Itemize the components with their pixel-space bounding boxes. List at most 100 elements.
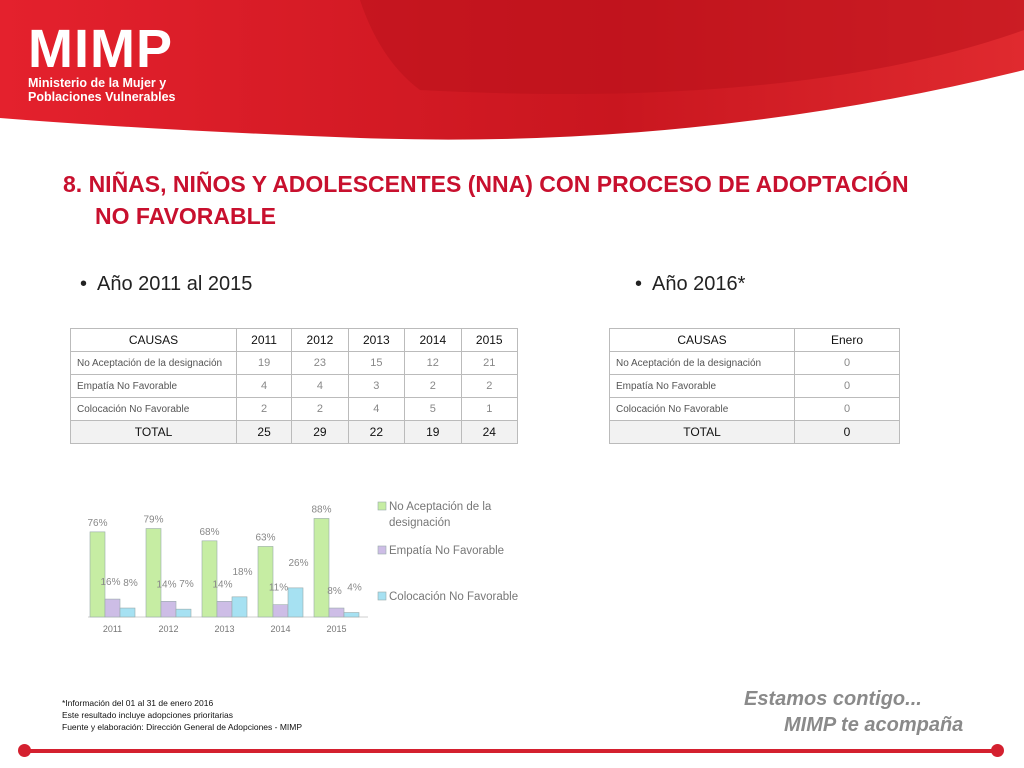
title-line1: 8. NIÑAS, NIÑOS Y ADOLESCENTES (NNA) CON… [63, 171, 909, 197]
data-label: 16% [100, 577, 120, 588]
table-row: Empatía No Favorable 0 [609, 374, 900, 398]
bullet-right-label: Año 2016* [652, 273, 746, 295]
total-cell: 0 [794, 420, 900, 444]
data-label: 68% [199, 527, 219, 538]
legend-swatch [377, 501, 387, 511]
header-cell: Enero [794, 328, 900, 352]
note-3: Fuente y elaboración: Dirección General … [62, 722, 303, 732]
value-cell: 0 [794, 351, 900, 375]
slogan-line2: MIMP te acompaña [784, 714, 964, 736]
table-row: No Aceptación de la designación 19 23 15… [70, 351, 519, 375]
data-label: 18% [232, 567, 252, 578]
bullet-right: • Año 2016* [635, 273, 745, 296]
legend-label: designación [389, 517, 450, 529]
bottom-divider [22, 749, 1000, 753]
divider-dot-left [18, 744, 31, 757]
slogan: Estamos contigo... MIMP te acompaña [744, 686, 963, 738]
header-cell: 2011 [235, 328, 293, 352]
logo-name: MIMP [28, 19, 173, 79]
data-label: 63% [255, 532, 275, 543]
bar-no-aceptacion [201, 540, 218, 618]
value-cell: 2 [291, 397, 349, 421]
header-cell: 2015 [460, 328, 519, 352]
note-1: *Información del 01 al 31 de enero 2016 [62, 698, 214, 708]
table-2016: CAUSAS Enero No Aceptación de la designa… [609, 328, 900, 444]
table-row: Colocación No Favorable 2 2 4 5 1 [70, 397, 519, 421]
cause-cell: Empatía No Favorable [70, 374, 237, 398]
cause-cell: Empatía No Favorable [609, 374, 795, 398]
bar-no-aceptacion [145, 528, 162, 618]
table-2011-2015: CAUSAS 2011 2012 2013 2014 2015 No Acept… [70, 328, 519, 444]
data-label: 8% [123, 578, 138, 589]
mimp-logo: MIMP Ministerio de la Mujer y Poblacione… [28, 22, 176, 104]
value-cell: 2 [460, 374, 519, 398]
total-cell: 22 [347, 420, 406, 444]
x-tick-label: 2013 [214, 624, 234, 634]
data-label: 8% [327, 586, 342, 597]
bar-empatia [328, 607, 345, 618]
header-cell: 2012 [291, 328, 349, 352]
header-cell: CAUSAS [70, 328, 237, 352]
x-tick-label: 2011 [103, 624, 122, 634]
table-row: Empatía No Favorable 4 4 3 2 2 [70, 374, 519, 398]
header-wave [0, 0, 1024, 140]
value-cell: 12 [404, 351, 462, 375]
value-cell: 4 [235, 374, 293, 398]
data-label: 14% [212, 579, 232, 590]
bar-colocacion [175, 608, 192, 618]
bar-empatia [216, 601, 233, 618]
value-cell: 2 [235, 397, 293, 421]
value-cell: 19 [235, 351, 293, 375]
legend-label: Colocación No Favorable [389, 591, 518, 603]
bar-no-aceptacion [313, 518, 330, 618]
bullet-dot: • [635, 273, 643, 295]
value-cell: 4 [347, 397, 406, 421]
table-header-row: CAUSAS 2011 2012 2013 2014 2015 [70, 328, 519, 352]
logo-line1: Ministerio de la Mujer y [28, 76, 167, 90]
footer-notes: *Información del 01 al 31 de enero 2016 … [62, 697, 302, 733]
legend-label: Empatía No Favorable [389, 545, 504, 557]
legend-swatch [377, 591, 387, 601]
value-cell: 1 [460, 397, 519, 421]
value-cell: 21 [460, 351, 519, 375]
bar-no-aceptacion [89, 531, 106, 618]
bar-empatia [160, 601, 177, 618]
value-cell: 5 [404, 397, 462, 421]
logo-line2: Poblaciones Vulnerables [28, 90, 176, 104]
data-label: 76% [87, 518, 107, 529]
header-cell: 2013 [347, 328, 406, 352]
bar-empatia [272, 604, 289, 618]
data-label: 11% [269, 583, 288, 594]
data-label: 79% [143, 515, 163, 526]
note-2: Este resultado incluye adopciones priori… [62, 710, 234, 720]
data-label: 26% [288, 558, 308, 569]
bar-empatia [104, 598, 121, 618]
data-label: 88% [311, 504, 331, 515]
cause-cell: No Aceptación de la designación [70, 351, 237, 375]
header-cell: 2014 [404, 328, 462, 352]
table-row: No Aceptación de la designación 0 [609, 351, 900, 375]
value-cell: 4 [291, 374, 349, 398]
value-cell: 3 [347, 374, 406, 398]
bullet-left-label: Año 2011 al 2015 [97, 273, 253, 295]
bullet-dot: • [80, 273, 88, 295]
slogan-line1: Estamos contigo... [744, 688, 922, 710]
table-total-row: TOTAL 0 [609, 420, 900, 444]
x-tick-label: 2014 [270, 624, 290, 634]
total-label: TOTAL [609, 420, 795, 444]
legend-label: No Aceptación de la [389, 501, 492, 513]
value-cell: 0 [794, 397, 900, 421]
bar-colocacion [343, 612, 360, 618]
data-label: 14% [156, 579, 176, 590]
total-cell: 19 [404, 420, 462, 444]
x-tick-label: 2012 [158, 624, 178, 634]
total-cell: 29 [291, 420, 349, 444]
legend-swatch [377, 545, 387, 555]
data-label: 7% [179, 579, 194, 590]
total-label: TOTAL [70, 420, 237, 444]
value-cell: 15 [347, 351, 406, 375]
cause-cell: Colocación No Favorable [609, 397, 795, 421]
total-cell: 24 [460, 420, 519, 444]
data-label: 4% [347, 583, 362, 594]
